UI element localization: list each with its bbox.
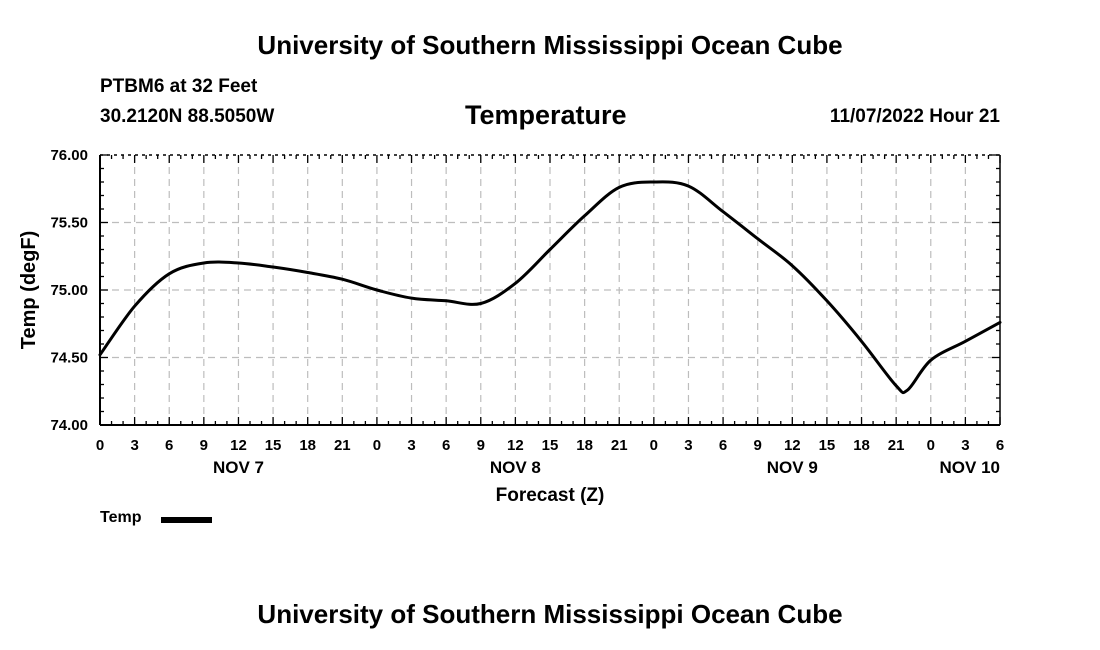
x-tick-label: 0	[373, 437, 381, 454]
x-tick-label: 15	[542, 437, 559, 454]
x-tick-label: 18	[299, 437, 316, 454]
x-tick-label: 12	[230, 437, 247, 454]
x-tick-label: 3	[130, 437, 138, 454]
x-tick-label: 9	[200, 437, 208, 454]
legend-label: Temp	[100, 509, 142, 526]
x-tick-label: 21	[334, 437, 351, 454]
x-tick-label: 9	[477, 437, 485, 454]
x-tick-label: 15	[265, 437, 282, 454]
x-tick-label: 0	[96, 437, 104, 454]
footer-title: University of Southern Mississippi Ocean…	[257, 599, 843, 629]
station-label: PTBM6 at 32 Feet	[100, 76, 258, 97]
x-date-label: NOV 7	[213, 458, 264, 477]
x-tick-label: 0	[927, 437, 935, 454]
chart-title: Temperature	[465, 100, 627, 130]
x-tick-label: 6	[996, 437, 1004, 454]
x-date-label: NOV 9	[767, 458, 818, 477]
x-tick-label: 6	[442, 437, 450, 454]
x-tick-label: 3	[684, 437, 692, 454]
x-tick-label: 6	[165, 437, 173, 454]
x-tick-label: 12	[507, 437, 524, 454]
x-tick-label: 18	[576, 437, 593, 454]
legend-line-swatch	[161, 517, 212, 523]
y-tick-label: 74.00	[50, 417, 88, 434]
x-tick-label: 6	[719, 437, 727, 454]
x-tick-label: 12	[784, 437, 801, 454]
y-tick-label: 75.50	[50, 215, 88, 232]
x-tick-label: 0	[650, 437, 658, 454]
forecast-datetime: 11/07/2022 Hour 21	[829, 106, 1000, 127]
x-tick-label: 3	[961, 437, 969, 454]
x-date-label: NOV 10	[940, 458, 1000, 477]
coordinates-label: 30.2120N 88.5050W	[100, 106, 275, 127]
x-tick-label: 18	[853, 437, 870, 454]
y-axis-title: Temp (degF)	[18, 231, 40, 350]
x-tick-label: 21	[888, 437, 905, 454]
x-axis-title: Forecast (Z)	[496, 485, 605, 506]
x-tick-label: 3	[407, 437, 415, 454]
x-tick-label: 9	[754, 437, 762, 454]
y-tick-label: 75.00	[50, 282, 88, 299]
x-tick-label: 21	[611, 437, 628, 454]
y-tick-label: 76.00	[50, 147, 88, 164]
temp-series-line	[98, 180, 1002, 395]
main-title: University of Southern Mississippi Ocean…	[257, 30, 843, 60]
x-date-label: NOV 8	[490, 458, 541, 477]
y-tick-label: 74.50	[50, 350, 88, 367]
x-tick-label: 15	[819, 437, 836, 454]
